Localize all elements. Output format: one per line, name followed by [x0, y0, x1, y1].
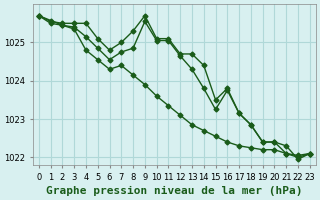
- X-axis label: Graphe pression niveau de la mer (hPa): Graphe pression niveau de la mer (hPa): [46, 186, 302, 196]
